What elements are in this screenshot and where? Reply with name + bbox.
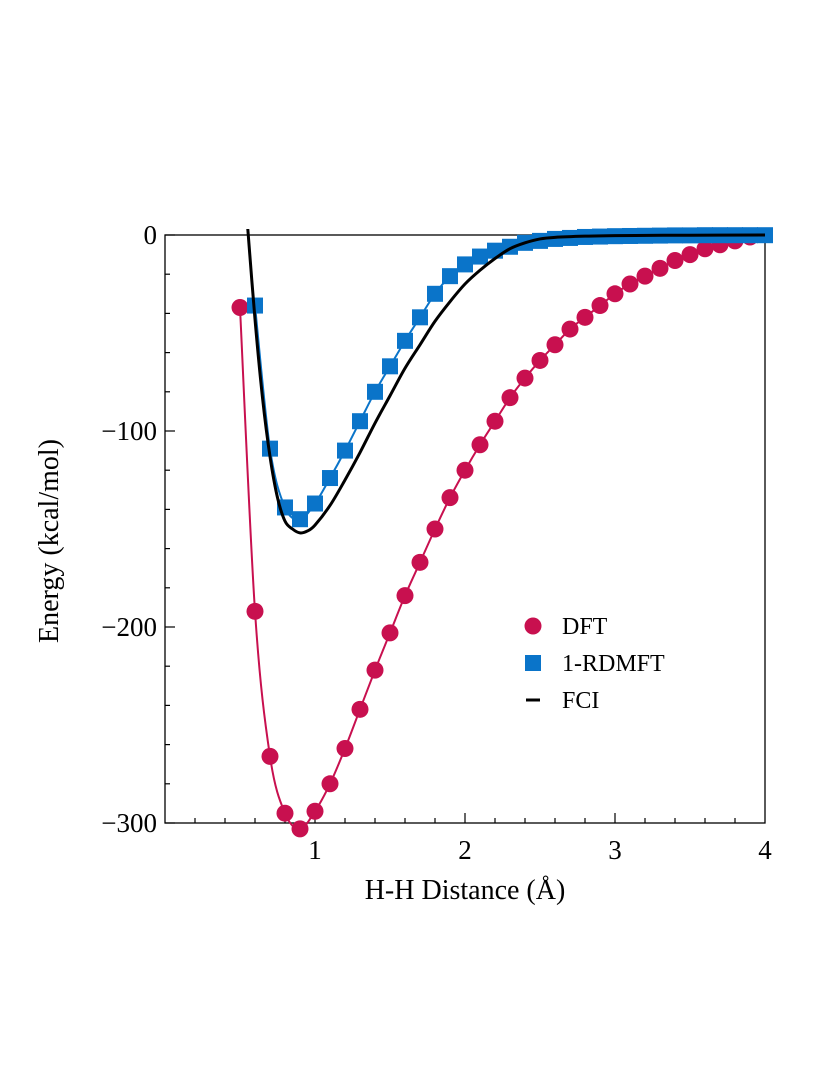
series-layer bbox=[231, 227, 773, 838]
dft-point bbox=[276, 804, 294, 822]
series-markers-dft bbox=[231, 228, 759, 838]
rdmft-point bbox=[457, 256, 473, 273]
rdmft-point bbox=[397, 332, 413, 349]
series-markers-1-rdmft bbox=[247, 227, 773, 528]
y-axis-label: Energy (kcal/mol) bbox=[34, 439, 65, 643]
dft-point bbox=[456, 461, 474, 479]
dft-point bbox=[561, 320, 579, 338]
dft-point bbox=[531, 351, 549, 369]
rdmft-point bbox=[442, 268, 458, 285]
dft-point bbox=[411, 553, 429, 571]
dft-point bbox=[501, 389, 519, 407]
legend-label: 1-RDMFT bbox=[562, 651, 665, 677]
dft-point bbox=[396, 587, 414, 605]
dft-point bbox=[591, 297, 609, 315]
x-tick-label: 4 bbox=[758, 835, 772, 865]
dft-point bbox=[681, 246, 699, 264]
series-line-fci bbox=[246, 229, 766, 535]
rdmft-point bbox=[307, 495, 323, 512]
legend: DFT 1-RDMFT FCI bbox=[524, 614, 665, 714]
rdmft-point bbox=[322, 470, 338, 487]
dft-point bbox=[366, 661, 384, 679]
rdmft-point bbox=[547, 230, 563, 247]
rdmft-point bbox=[412, 309, 428, 326]
dft-point bbox=[441, 489, 459, 507]
series-line-dft bbox=[239, 235, 751, 829]
y-tick-label: −300 bbox=[101, 808, 157, 838]
dft-point bbox=[576, 308, 594, 326]
y-tick-label: 0 bbox=[144, 220, 158, 250]
rdmft-point bbox=[427, 285, 443, 302]
x-tick-label: 1 bbox=[308, 835, 322, 865]
dft-point bbox=[291, 820, 309, 838]
dft-point bbox=[336, 740, 354, 758]
x-tick-label: 3 bbox=[608, 835, 622, 865]
x-tick-label: 2 bbox=[458, 835, 472, 865]
legend-marker-rdmft bbox=[525, 655, 541, 671]
dft-point bbox=[696, 240, 714, 258]
dft-point bbox=[306, 802, 324, 820]
rdmft-point bbox=[337, 442, 353, 459]
dft-point bbox=[321, 775, 339, 793]
dft-point bbox=[381, 624, 399, 642]
rdmft-point bbox=[367, 383, 383, 400]
rdmft-point bbox=[352, 413, 368, 430]
dft-point bbox=[621, 275, 639, 293]
y-tick-label: −100 bbox=[101, 416, 157, 446]
rdmft-point bbox=[472, 248, 488, 265]
legend-label: FCI bbox=[562, 688, 599, 714]
dft-point bbox=[351, 700, 369, 718]
dft-point bbox=[261, 747, 279, 765]
rdmft-point bbox=[382, 358, 398, 375]
x-axis-label: H-H Distance (Å) bbox=[365, 875, 566, 906]
dft-point bbox=[636, 267, 654, 285]
rdmft-point bbox=[292, 511, 308, 528]
y-tick-label: −200 bbox=[101, 612, 157, 642]
legend-label: DFT bbox=[562, 614, 608, 640]
legend-marker-dft bbox=[524, 617, 542, 635]
dft-point bbox=[426, 520, 444, 538]
dft-point bbox=[486, 412, 504, 430]
dft-point bbox=[651, 259, 669, 277]
dft-point bbox=[516, 369, 534, 387]
dft-point bbox=[246, 602, 264, 620]
dft-point bbox=[606, 285, 624, 303]
dft-point bbox=[666, 251, 684, 269]
dft-point bbox=[231, 299, 249, 317]
axis-tick-labels: 1 2 3 4 0 −100 −200 −300 bbox=[101, 220, 772, 865]
dft-point bbox=[546, 336, 564, 354]
dft-point bbox=[471, 436, 489, 454]
